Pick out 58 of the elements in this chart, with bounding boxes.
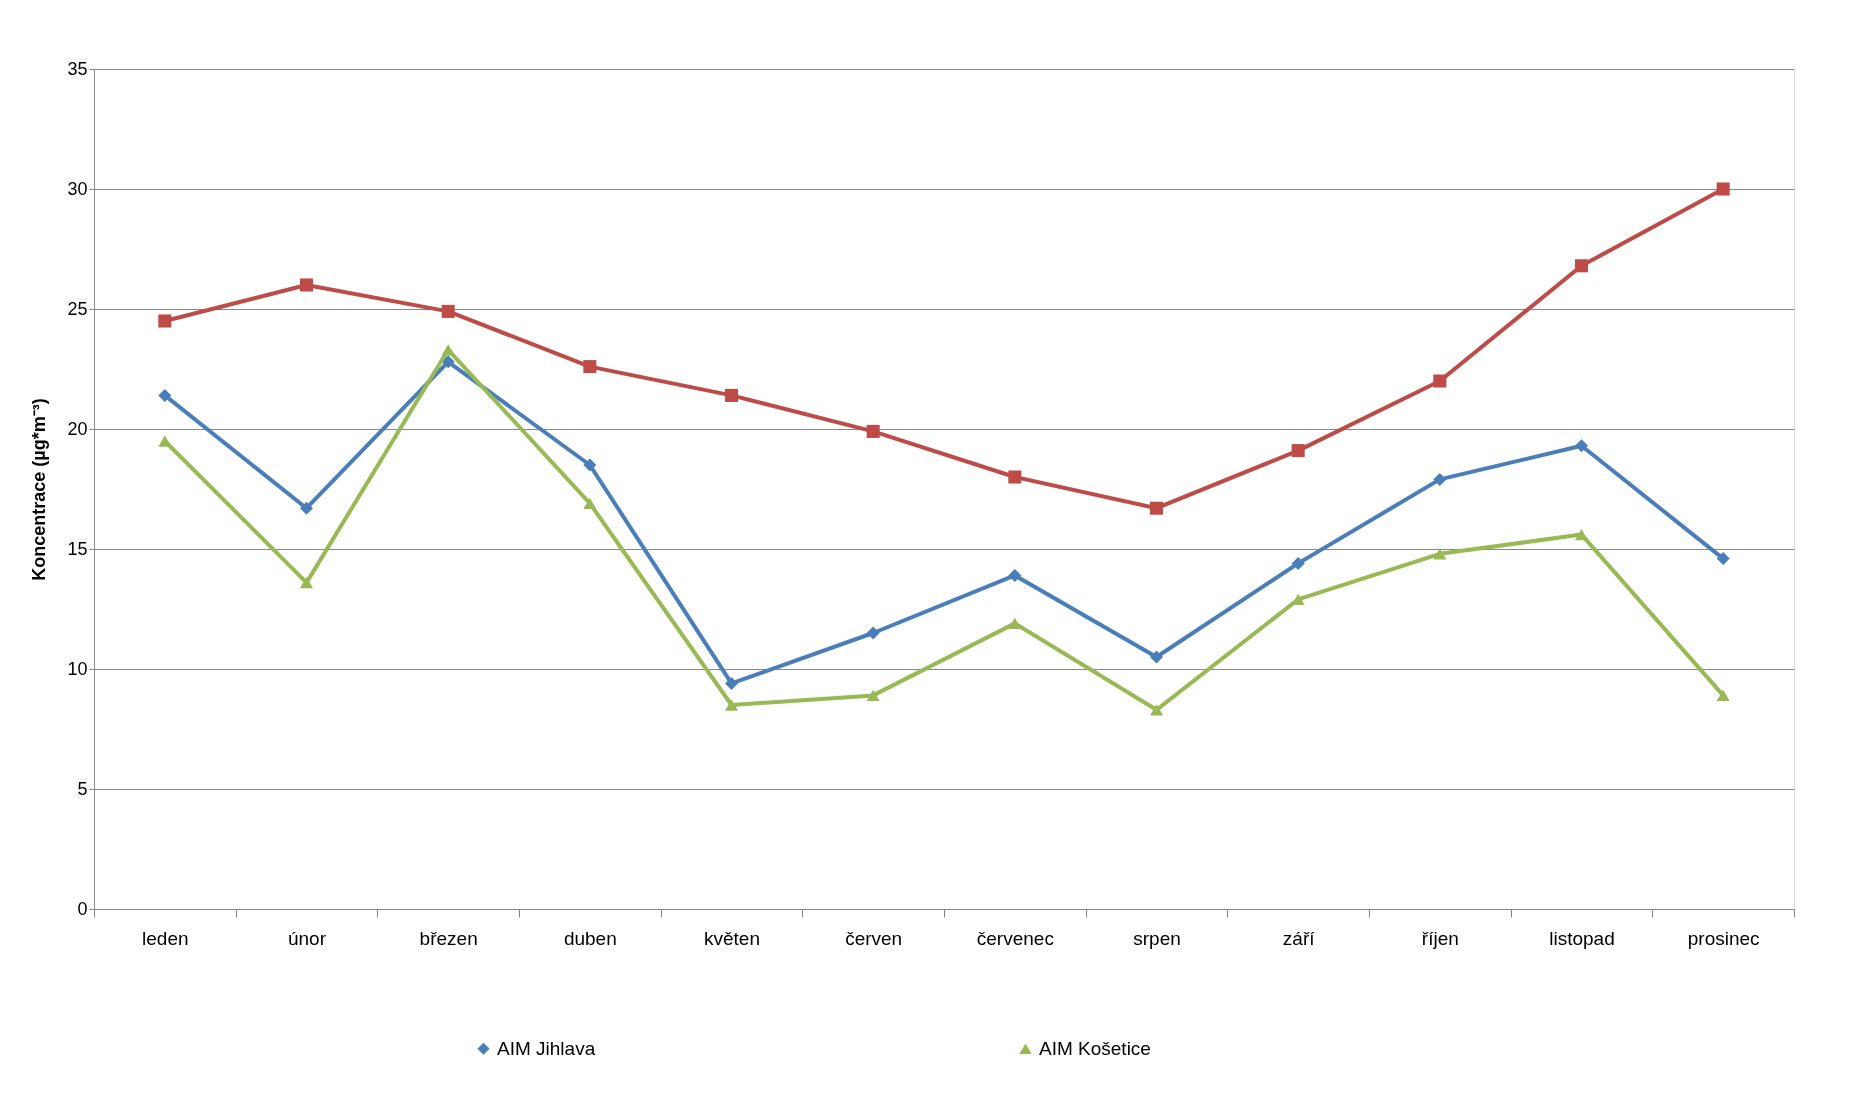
x-tick-label: listopad (1549, 927, 1615, 949)
point (299, 576, 314, 589)
point (441, 355, 455, 369)
y-tick-label: 35 (67, 58, 88, 79)
point (1008, 568, 1022, 582)
point (724, 699, 739, 711)
point (1433, 374, 1447, 388)
point (299, 501, 314, 515)
point (724, 388, 739, 402)
point (1574, 439, 1589, 453)
legend-label: AIM Jihlava (497, 1037, 596, 1059)
x-tick-label: leden (142, 927, 189, 949)
x-tick-label: červenec (976, 927, 1054, 949)
point (1574, 528, 1589, 541)
point (1008, 617, 1022, 630)
point (1291, 556, 1305, 570)
point (583, 458, 597, 472)
point (866, 626, 880, 640)
point (441, 344, 455, 356)
point (1149, 704, 1164, 716)
x-tick-label: duben (563, 927, 617, 949)
point (1149, 650, 1164, 664)
y-tick-label: 5 (77, 778, 88, 799)
y-tick-label: 30 (67, 178, 88, 199)
point (1433, 472, 1447, 486)
point (866, 689, 880, 702)
x-tick-label: únor (287, 927, 327, 949)
x-tick-label: březen (419, 927, 478, 949)
point (583, 497, 597, 510)
point (1716, 689, 1730, 702)
point (866, 424, 880, 438)
point (1291, 444, 1305, 458)
point (724, 676, 739, 690)
point (583, 360, 597, 374)
y-tick-label: 10 (67, 658, 88, 679)
point (1716, 552, 1730, 566)
point (1008, 470, 1022, 484)
point (158, 314, 172, 328)
x-tick-label: červen (845, 927, 903, 949)
legend-label: AIM Košetice (1039, 1037, 1151, 1059)
point (1149, 501, 1164, 515)
x-tick-label: prosinec (1687, 927, 1760, 949)
y-tick-label: 20 (67, 418, 88, 439)
point (299, 278, 314, 292)
y-tick-label: 15 (67, 538, 88, 559)
x-tick-label: srpen (1133, 927, 1181, 949)
point (441, 304, 455, 318)
x-tick-label: říjen (1421, 927, 1459, 949)
point (1574, 259, 1589, 273)
point (158, 435, 172, 447)
point (158, 388, 172, 402)
y-tick-label: 25 (67, 298, 88, 319)
y-tick-label: 0 (77, 898, 88, 919)
x-tick-label: září (1282, 927, 1316, 949)
y-axis-title: Koncentrace (µg*m⁻³) (29, 398, 50, 581)
x-tick-label: květen (704, 927, 760, 949)
point (1716, 182, 1730, 196)
point (1433, 548, 1447, 560)
